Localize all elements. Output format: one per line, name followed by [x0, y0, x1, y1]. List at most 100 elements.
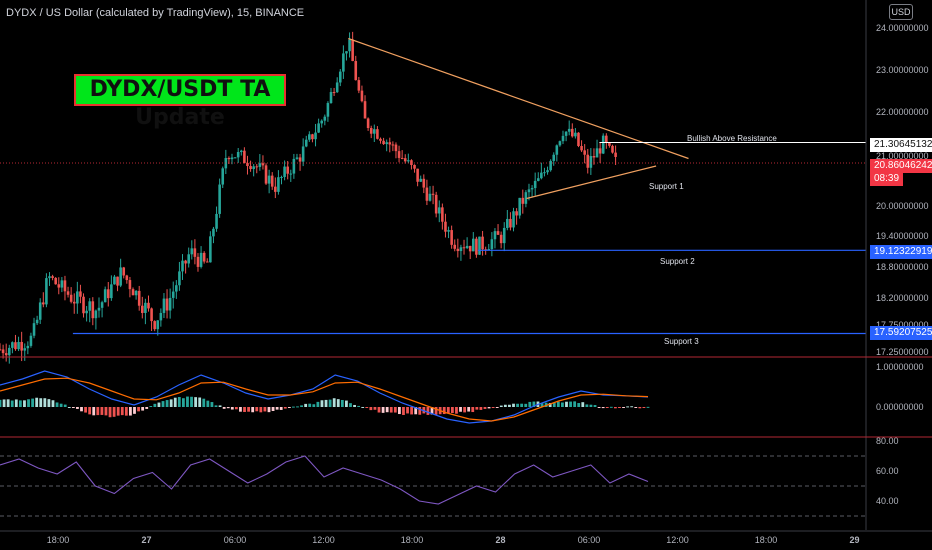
candle-body [255, 166, 259, 168]
candle-body [518, 197, 522, 216]
candle-body [243, 150, 246, 164]
candle-body [218, 184, 221, 214]
macd-histogram-bar [589, 404, 593, 407]
candle-body [131, 289, 135, 296]
macd-histogram-bar [471, 407, 475, 413]
macd-histogram-bar [397, 407, 401, 415]
candle-body [506, 218, 509, 228]
candle-body [468, 245, 472, 252]
macd-histogram-bar [508, 404, 511, 407]
candle-body [363, 101, 367, 119]
candle-body [7, 347, 11, 356]
candle-body [512, 211, 515, 228]
candle-body [196, 256, 200, 267]
candle-body [444, 221, 447, 232]
time-axis-tick: 18:00 [755, 535, 778, 545]
candle-body [119, 267, 122, 286]
currency-label[interactable]: USD [889, 4, 913, 20]
candle-body [611, 145, 614, 153]
candle-body [490, 239, 494, 250]
candle-body [558, 141, 562, 146]
macd-histogram-bar [35, 397, 39, 407]
macd-panel [0, 370, 650, 424]
macd-histogram-bar [512, 403, 515, 407]
macd-histogram-bar [365, 407, 369, 408]
macd-histogram-bar [597, 407, 601, 408]
candle-body [450, 230, 453, 245]
candle-body [252, 166, 255, 170]
candle-body [76, 291, 79, 304]
macd-histogram-bar [491, 407, 495, 408]
price-axis-tick: 22.00000000 [876, 107, 929, 117]
candle-body [42, 302, 45, 305]
candle-body [267, 175, 271, 184]
candle-body [574, 132, 577, 137]
candle-body [400, 157, 404, 159]
candle-body [570, 128, 574, 137]
macd-histogram-bar [165, 400, 169, 407]
macd-histogram-bar [173, 397, 177, 407]
candle-body [0, 349, 2, 351]
candle-body [140, 305, 144, 313]
candle-body [598, 148, 602, 154]
macd-histogram-bar [328, 399, 332, 407]
candle-body [298, 157, 302, 162]
time-axis-tick: 27 [141, 535, 151, 545]
candle-body [561, 135, 565, 142]
annotation-title-box[interactable]: DYDX/USDT TA Update [74, 74, 286, 130]
candle-body [481, 236, 484, 250]
candle-body [475, 238, 478, 255]
rsi-axis-tick: 40.00 [876, 496, 899, 506]
macd-histogram-bar [47, 399, 51, 407]
candle-body [14, 342, 17, 350]
candle-body [128, 280, 132, 290]
price-axis-tick: 24.00000000 [876, 23, 929, 33]
candle-body [106, 289, 110, 299]
candle-body [38, 302, 42, 320]
candle-body [283, 166, 286, 177]
macd-histogram-bar [194, 397, 198, 407]
macd-histogram-bar [410, 407, 414, 415]
candle-body [199, 252, 203, 267]
candle-body [280, 176, 283, 178]
macd-histogram-bar [434, 407, 438, 415]
candle-body [549, 160, 552, 171]
candle-body [459, 247, 463, 252]
candle-body [552, 154, 556, 161]
candle-body [608, 142, 611, 146]
macd-histogram-bar [10, 400, 14, 407]
macd-histogram-bar [218, 405, 222, 407]
candle-body [580, 146, 583, 151]
macd-histogram-bar [300, 405, 303, 407]
candle-body [178, 271, 181, 286]
macd-histogram-bar [63, 404, 67, 407]
candle-body [91, 301, 95, 319]
macd-histogram-bar [198, 397, 202, 407]
candle-body [369, 128, 373, 134]
candle-body [72, 301, 76, 304]
candle-body [385, 142, 388, 145]
price-axis-tick: 17.75000000 [876, 320, 929, 330]
candle-body [113, 276, 116, 285]
candle-body [543, 172, 546, 174]
candle-body [354, 61, 358, 81]
candle-body [487, 249, 491, 251]
signal-line [0, 377, 649, 422]
macd-histogram-bar [585, 404, 589, 407]
macd-histogram-bar [88, 407, 92, 415]
candle-body [422, 178, 426, 188]
candle-body [184, 260, 187, 264]
macd-histogram-bar [442, 407, 446, 415]
price-panel [0, 31, 866, 364]
candle-body [181, 260, 184, 272]
candle-body [453, 244, 457, 249]
candle-body [601, 135, 605, 154]
candle-body [147, 302, 150, 309]
candle-body [134, 290, 138, 296]
macd-histogram-bar [561, 402, 564, 407]
macd-histogram-bar [0, 399, 2, 407]
candle-body [295, 157, 299, 159]
macd-histogram-bar [141, 407, 145, 411]
macd-histogram-bar [234, 407, 238, 410]
